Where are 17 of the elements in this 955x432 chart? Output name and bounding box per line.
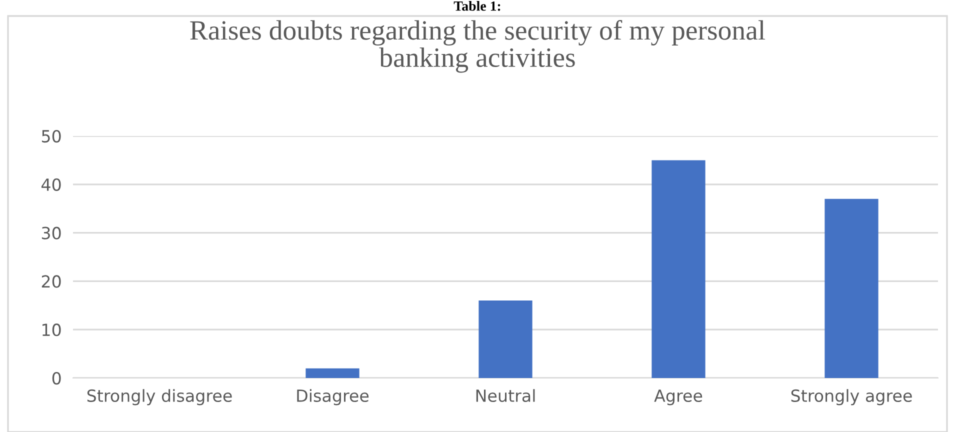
y-tick-label: 0 [52,372,61,385]
bar [478,300,532,378]
x-tick-label: Neutral [476,389,535,402]
y-tick-label: 30 [42,226,61,240]
x-tick-label: Strongly disagree [87,389,232,406]
bar [652,160,706,378]
bar [824,198,878,378]
y-tick-label: 50 [42,130,61,143]
bar [306,368,360,378]
x-tick-label: Strongly agree [791,389,912,406]
y-tick-label: 40 [41,178,61,191]
chart-title: Raises doubts regarding the security of my personal banking activities [190,20,766,73]
y-tick-label: 10 [42,324,61,336]
y-tick-label: 20 [42,275,61,288]
x-tick-label: Disagree [297,389,369,406]
x-tick-label: Agree [654,390,702,406]
caption: Table 1: [454,1,500,11]
